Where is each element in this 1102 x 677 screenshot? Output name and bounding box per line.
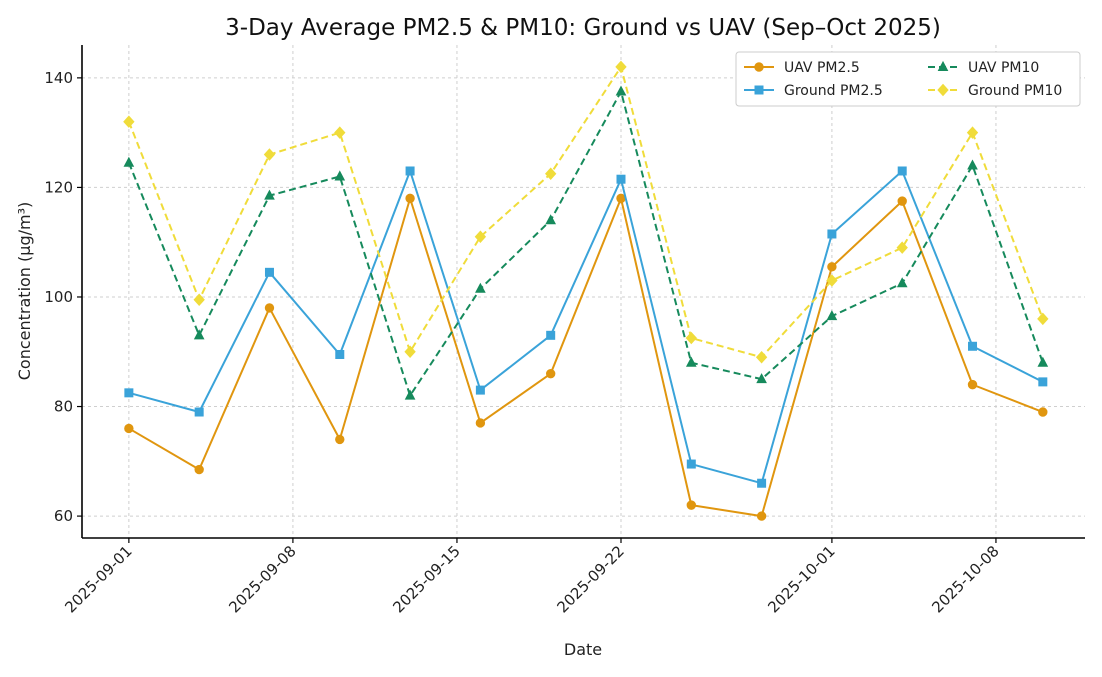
data-point — [685, 331, 697, 345]
series-line — [128, 169, 1044, 485]
series-line — [127, 90, 1044, 397]
data-point — [1037, 356, 1049, 367]
x-tick-label: 2025-10-08 — [928, 542, 1002, 616]
data-point — [966, 126, 979, 139]
legend-entry: Ground PM10 — [928, 83, 1062, 99]
data-point — [124, 423, 134, 434]
data-point — [264, 303, 275, 313]
data-point — [897, 196, 907, 206]
data-point — [686, 500, 696, 510]
data-point — [404, 345, 416, 358]
data-point — [546, 330, 556, 340]
series-line — [128, 197, 1044, 518]
data-point — [968, 341, 978, 351]
data-point — [334, 170, 346, 181]
legend-marker — [937, 83, 949, 97]
data-point — [756, 373, 767, 384]
legend-marker — [754, 62, 764, 72]
tick-labels: 60 80 100 120 140 2025-09-01 2025-09-08 2025-09… — [44, 69, 1002, 617]
data-point — [404, 389, 416, 400]
data-point — [123, 156, 135, 167]
series-layer — [123, 60, 1049, 521]
series-ground-pm2-5 — [124, 166, 1048, 488]
legend-label: UAV PM2.5 — [784, 60, 860, 76]
data-point — [405, 166, 415, 176]
data-point — [896, 277, 908, 288]
data-point — [686, 459, 696, 469]
data-point — [264, 189, 275, 200]
data-point — [757, 478, 767, 488]
data-point — [264, 267, 274, 277]
data-point — [1038, 407, 1048, 417]
data-point — [123, 115, 135, 128]
series-uav-pm2-5 — [124, 193, 1048, 521]
data-point — [615, 85, 627, 96]
data-point — [545, 368, 556, 379]
data-point — [967, 379, 978, 390]
series-ground-pm10 — [123, 60, 1049, 364]
data-point — [475, 385, 485, 395]
y-axis-label: Concentration (µg/m³) — [15, 202, 34, 380]
data-point — [475, 282, 486, 293]
x-tick-label: 2025-09-15 — [389, 542, 463, 616]
x-tick-label: 2025-10-01 — [764, 542, 838, 616]
y-tick-label: 120 — [44, 178, 73, 196]
data-point — [616, 174, 626, 184]
series-line — [127, 65, 1044, 359]
data-point — [263, 148, 276, 161]
series-uav-pm10 — [123, 85, 1049, 400]
data-point — [193, 329, 205, 340]
x-tick-label: 2025-09-01 — [61, 542, 135, 616]
data-point — [827, 262, 837, 272]
data-point — [474, 230, 487, 243]
data-point — [827, 229, 837, 239]
data-point — [616, 193, 626, 204]
data-point — [826, 310, 838, 321]
y-tick-label: 140 — [44, 69, 73, 87]
data-point — [685, 356, 697, 367]
data-point — [1038, 377, 1048, 387]
x-tick-label: 2025-09-22 — [553, 542, 627, 616]
data-point — [193, 293, 205, 306]
data-point — [826, 274, 838, 287]
data-point — [124, 388, 134, 398]
data-point — [194, 407, 204, 417]
data-point — [896, 241, 908, 254]
axes — [81, 45, 1085, 539]
data-point — [1037, 312, 1049, 326]
data-point — [545, 214, 557, 225]
data-point — [335, 434, 345, 445]
chart-title: 3-Day Average PM2.5 & PM10: Ground vs UA… — [225, 15, 941, 41]
legend-entry: Ground PM2.5 — [744, 83, 883, 99]
data-point — [755, 350, 768, 364]
data-point — [194, 464, 204, 475]
legend-label: Ground PM10 — [968, 83, 1062, 99]
legend: UAV PM2.5 UAV PM10 Ground PM2.5 Ground PM10 — [735, 51, 1081, 107]
data-point — [335, 349, 345, 359]
x-axis-label: Date — [564, 640, 602, 659]
legend-box — [735, 51, 1081, 107]
data-point — [334, 126, 346, 139]
legend-marker — [754, 85, 764, 95]
data-point — [405, 193, 415, 204]
data-point — [967, 159, 978, 170]
grid — [82, 45, 1085, 538]
data-point — [756, 511, 767, 521]
data-point — [615, 60, 627, 74]
data-point — [475, 418, 486, 428]
data-point — [545, 167, 557, 180]
y-tick-label: 100 — [44, 288, 73, 306]
y-tick-label: 80 — [54, 398, 73, 416]
x-tick-label: 2025-09-08 — [225, 542, 299, 616]
legend-entry: UAV PM10 — [928, 60, 1039, 76]
legend-marker — [937, 60, 949, 71]
legend-entry: UAV PM2.5 — [744, 60, 860, 76]
legend-label: Ground PM2.5 — [784, 83, 883, 99]
legend-label: UAV PM10 — [968, 60, 1039, 76]
y-tick-label: 60 — [54, 507, 73, 525]
data-point — [897, 166, 907, 176]
